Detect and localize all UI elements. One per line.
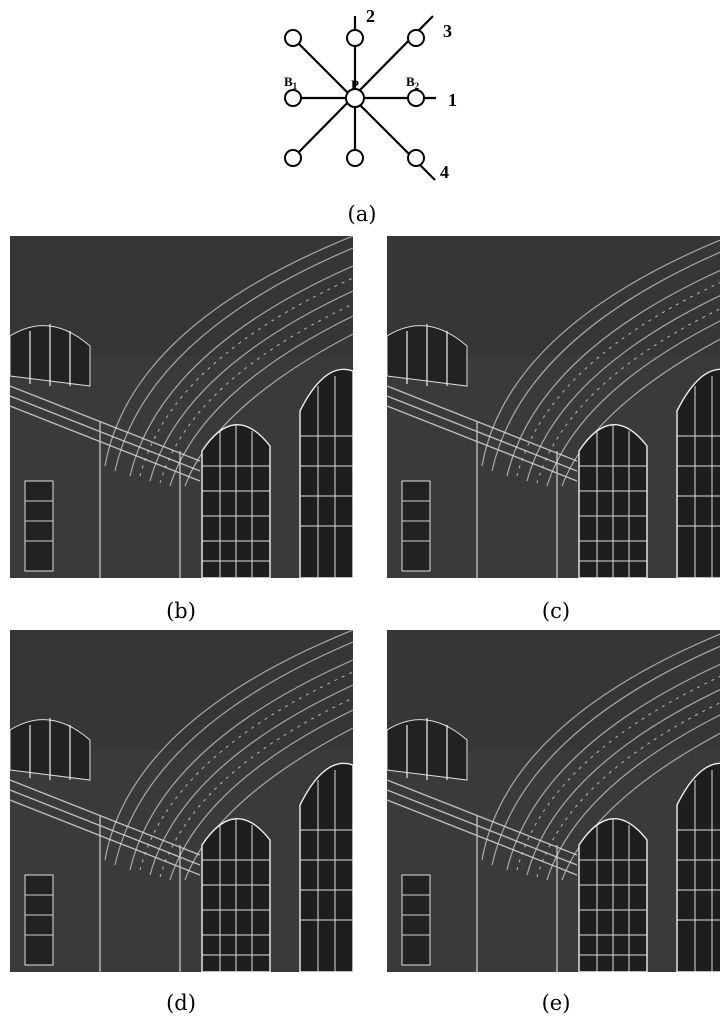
- pixel: [285, 30, 301, 46]
- edge-image: [10, 236, 353, 578]
- caption: (e): [542, 991, 571, 1015]
- edge-image: [387, 630, 720, 972]
- pixel: [285, 90, 301, 106]
- caption: (c): [542, 599, 570, 623]
- direction-label: 1: [448, 90, 457, 110]
- direction-label: 3: [443, 21, 452, 41]
- figure: 1 2 3 4 P B1 B2 (a) (b) (c) (d) (e): [0, 0, 720, 1021]
- pixel: [408, 30, 424, 46]
- neighbor-label-sub: 1: [293, 81, 298, 91]
- neighbor-label-text: B: [406, 74, 415, 89]
- caption: (d): [166, 991, 196, 1015]
- caption: (a): [348, 202, 377, 226]
- pixel: [347, 150, 363, 166]
- caption: (b): [166, 599, 196, 623]
- center-label: P: [351, 77, 359, 92]
- direction-label: 4: [440, 162, 449, 182]
- neighbor-label: B1: [284, 74, 298, 91]
- neighborhood-diagram: [285, 16, 436, 180]
- edge-image: [387, 236, 720, 578]
- neighbor-label: B2: [406, 74, 420, 91]
- edge-image: [10, 630, 353, 972]
- neighbor-label-sub: 2: [415, 81, 420, 91]
- pixel: [285, 150, 301, 166]
- direction-label: 2: [366, 6, 375, 26]
- pixel: [408, 90, 424, 106]
- neighbor-label-text: B: [284, 74, 293, 89]
- pixel: [347, 30, 363, 46]
- pixel: [408, 150, 424, 166]
